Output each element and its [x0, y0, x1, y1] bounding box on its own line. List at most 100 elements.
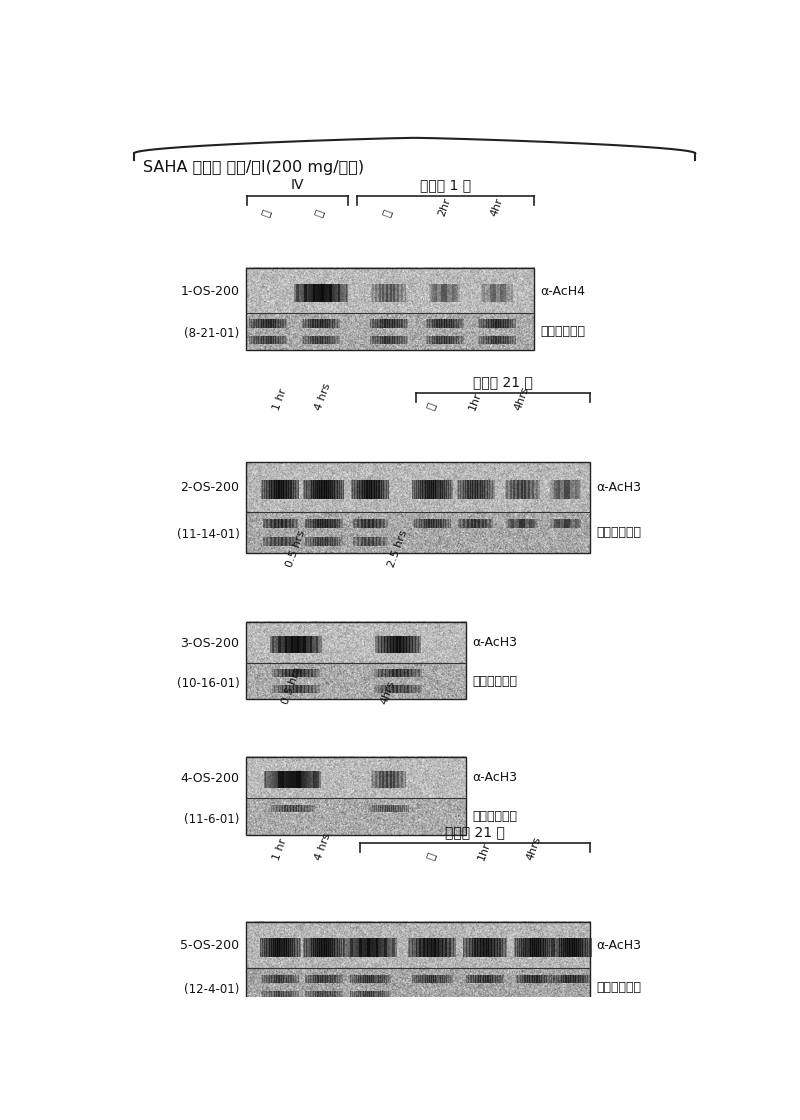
Bar	[557, 519, 558, 528]
Bar	[251, 319, 252, 327]
Bar	[395, 336, 396, 344]
Bar	[444, 319, 445, 327]
Bar	[493, 319, 494, 327]
Bar	[276, 319, 277, 327]
Bar	[316, 336, 317, 344]
Bar	[284, 536, 285, 545]
Bar	[381, 804, 382, 812]
Bar	[306, 536, 307, 545]
Bar	[400, 772, 401, 788]
Bar	[406, 685, 407, 693]
Bar	[466, 974, 467, 983]
Bar	[324, 939, 326, 956]
Bar	[498, 974, 499, 983]
Text: 担: 担	[426, 402, 438, 411]
Bar	[538, 479, 539, 500]
Bar	[502, 319, 503, 327]
Bar	[475, 479, 476, 500]
Bar	[588, 974, 589, 983]
Bar	[515, 974, 516, 983]
Bar	[262, 336, 263, 344]
Bar	[497, 283, 498, 302]
Bar	[546, 974, 547, 983]
Bar	[520, 519, 521, 528]
Bar	[528, 939, 529, 956]
Bar	[316, 685, 318, 693]
Bar	[486, 336, 487, 344]
Bar	[518, 939, 520, 956]
Bar	[369, 991, 370, 1000]
Bar	[370, 974, 372, 983]
Bar	[477, 479, 478, 500]
Bar	[458, 283, 459, 302]
Bar	[445, 336, 446, 344]
Bar	[386, 974, 387, 983]
Bar	[402, 636, 403, 653]
Bar	[405, 336, 406, 344]
Bar	[292, 685, 293, 693]
Bar	[385, 804, 386, 812]
Bar	[542, 974, 543, 983]
Bar	[294, 991, 295, 1000]
Bar	[310, 939, 311, 956]
Bar	[463, 479, 464, 500]
Bar	[286, 336, 287, 344]
Bar	[309, 991, 310, 1000]
Bar	[534, 519, 535, 528]
Bar	[446, 283, 447, 302]
Bar	[565, 974, 566, 983]
Bar	[317, 519, 318, 528]
Bar	[439, 283, 440, 302]
Bar	[406, 804, 407, 812]
Bar	[573, 974, 574, 983]
Bar	[280, 772, 282, 788]
Bar	[512, 283, 513, 302]
Bar	[442, 319, 443, 327]
Bar	[309, 479, 310, 500]
Bar	[254, 319, 255, 327]
Bar	[313, 991, 314, 1000]
Bar	[379, 685, 380, 693]
Bar	[385, 283, 386, 302]
Bar	[559, 939, 560, 956]
Bar	[433, 479, 434, 500]
Bar	[313, 536, 314, 545]
Bar	[444, 479, 445, 500]
Bar	[358, 991, 359, 1000]
Bar	[266, 974, 267, 983]
Bar	[489, 319, 490, 327]
Bar	[350, 974, 351, 983]
Text: (8-21-01): (8-21-01)	[184, 327, 239, 340]
Bar	[561, 519, 562, 528]
Bar	[458, 283, 459, 302]
Bar	[569, 974, 570, 983]
Bar	[262, 519, 264, 528]
Bar	[568, 479, 569, 500]
Bar	[580, 519, 581, 528]
Bar	[313, 479, 314, 500]
Bar	[404, 336, 405, 344]
Bar	[333, 519, 334, 528]
Bar	[321, 636, 322, 653]
Bar	[335, 519, 336, 528]
Bar	[498, 283, 499, 302]
Bar	[451, 319, 452, 327]
Bar	[312, 536, 313, 545]
Bar	[375, 939, 377, 956]
Bar	[284, 772, 286, 788]
Bar	[300, 772, 302, 788]
Bar	[338, 519, 339, 528]
Bar	[314, 804, 315, 812]
Bar	[280, 685, 281, 693]
Bar	[395, 685, 396, 693]
Bar	[414, 685, 415, 693]
Bar	[315, 772, 317, 788]
Bar	[460, 519, 461, 528]
Bar	[470, 519, 472, 528]
Bar	[333, 479, 334, 500]
Bar	[369, 804, 370, 812]
Bar	[299, 636, 300, 653]
Bar	[562, 519, 563, 528]
Bar	[332, 336, 334, 344]
Bar	[284, 939, 286, 956]
